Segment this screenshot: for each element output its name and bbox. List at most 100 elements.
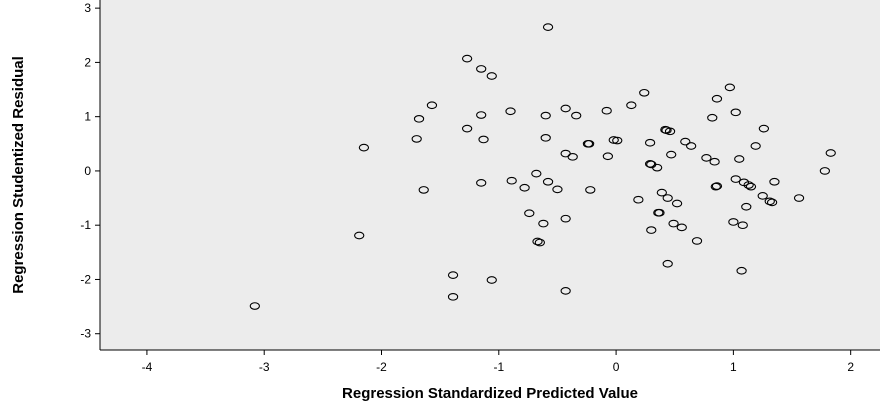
data-point <box>538 219 549 228</box>
x-tick-label: -4 <box>142 360 153 374</box>
data-point <box>486 276 497 284</box>
x-tick-label: -1 <box>493 360 504 374</box>
y-axis-title: Regression Studentized Residual <box>10 56 27 294</box>
data-point <box>612 136 623 145</box>
data-point <box>644 138 656 147</box>
data-point <box>691 237 703 245</box>
data-point <box>486 72 497 80</box>
data-point <box>426 101 438 110</box>
data-point <box>741 202 752 211</box>
data-point <box>358 143 370 152</box>
x-tick-label: -2 <box>376 360 387 374</box>
data-point <box>666 150 677 159</box>
data-point <box>478 135 489 144</box>
data-point <box>769 177 780 186</box>
data-point <box>461 124 473 133</box>
data-point <box>476 65 487 73</box>
data-point <box>668 219 679 228</box>
y-tick-label: -1 <box>80 218 91 232</box>
data-point <box>411 135 422 143</box>
data-point <box>476 179 487 187</box>
data-point <box>662 194 673 202</box>
data-point <box>750 142 761 150</box>
data-point <box>542 23 554 31</box>
data-point <box>447 271 459 279</box>
data-point <box>737 221 748 230</box>
data-point <box>734 155 745 163</box>
x-ticks: -4 -3 -2 -1 0 1 2 <box>142 350 854 374</box>
data-point <box>585 186 596 194</box>
data-point <box>560 214 571 223</box>
data-point <box>662 259 673 268</box>
y-tick-label: -2 <box>80 272 91 286</box>
data-point <box>757 192 768 200</box>
data-point <box>656 188 667 197</box>
data-point <box>745 182 757 191</box>
data-point <box>418 186 429 194</box>
data-point <box>758 124 770 133</box>
data-point <box>651 163 663 172</box>
data-point <box>626 101 637 110</box>
data-point <box>534 238 545 247</box>
data-point <box>505 107 516 116</box>
x-tick-label: 1 <box>730 360 737 374</box>
data-point <box>676 223 687 232</box>
data-point <box>793 194 805 202</box>
data-points <box>249 23 836 310</box>
data-point <box>743 181 754 189</box>
data-point <box>701 154 712 162</box>
data-point <box>707 113 718 122</box>
data-point <box>447 292 459 301</box>
data-point <box>601 106 612 115</box>
y-ticks: -3 -2 -1 0 1 2 3 <box>80 1 100 341</box>
x-tick-label: 2 <box>847 360 854 374</box>
data-point <box>633 195 644 204</box>
plot-area <box>100 0 880 350</box>
data-point <box>819 167 831 175</box>
data-point <box>709 157 720 166</box>
data-point <box>354 231 365 240</box>
y-tick-label: -3 <box>80 327 91 341</box>
data-point <box>542 177 554 186</box>
data-point <box>571 111 582 120</box>
data-point <box>766 198 778 207</box>
data-point <box>730 108 741 117</box>
data-point <box>532 237 543 246</box>
data-point <box>654 208 665 217</box>
x-axis-title: Regression Standardized Predicted Value <box>342 385 638 402</box>
data-point <box>524 209 535 218</box>
y-tick-label: 2 <box>84 55 91 69</box>
data-point <box>680 137 691 146</box>
data-point <box>413 114 425 123</box>
y-tick-label: 3 <box>84 1 91 15</box>
data-point <box>724 83 736 92</box>
data-point <box>567 152 578 161</box>
data-point <box>711 182 723 190</box>
data-point <box>646 226 657 234</box>
data-point <box>560 104 571 113</box>
data-point <box>602 152 614 161</box>
data-point <box>825 149 836 157</box>
data-point <box>730 175 741 183</box>
data-point <box>519 183 530 192</box>
data-point <box>583 139 595 148</box>
y-tick-label: 1 <box>84 110 91 124</box>
x-tick-label: -3 <box>259 360 270 374</box>
data-point <box>531 169 542 178</box>
data-point <box>476 111 487 119</box>
data-point <box>764 197 775 206</box>
data-point <box>711 94 723 103</box>
data-point <box>461 54 473 63</box>
x-tick-label: 0 <box>613 360 620 374</box>
data-point <box>736 266 747 275</box>
data-point <box>540 133 551 142</box>
data-point <box>686 142 697 150</box>
data-point <box>560 287 571 295</box>
data-point <box>552 185 563 194</box>
data-point <box>728 218 739 226</box>
y-tick-label: 0 <box>84 164 91 178</box>
data-point <box>540 111 551 120</box>
data-point <box>639 88 650 97</box>
